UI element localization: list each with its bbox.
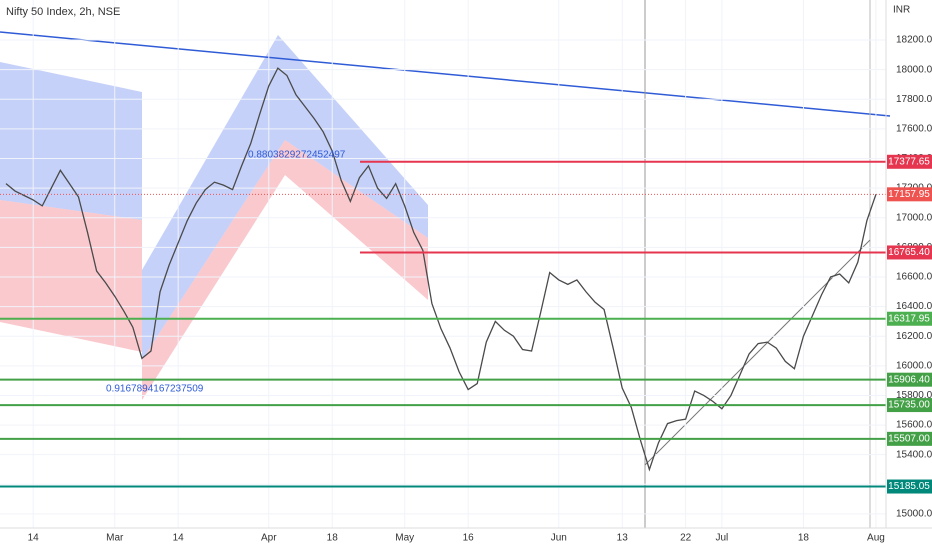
level-label: 15735.00 [888,400,930,411]
y-tick-label: 16400.00 [896,301,932,312]
level-label: 16765.40 [888,247,930,258]
x-tick-label: 18 [327,533,339,544]
level-label-box [887,154,932,169]
x-tick-label: 14 [28,533,40,544]
x-tick-label: Mar [106,533,124,544]
trend-channel [644,239,871,466]
x-tick-label: Apr [261,533,277,544]
y-tick-label: 17000.00 [896,212,932,223]
annotation: 0.9167894167237509 [106,384,204,395]
y-tick-label: 18200.00 [896,35,932,46]
level-label: 16317.95 [888,313,930,324]
annotation: 0.8803829272452497 [248,150,346,161]
y-tick-label: 17600.00 [896,123,932,134]
y-axis-label: INR [893,5,910,16]
x-tick-label: 18 [798,533,810,544]
x-tick-label: 13 [617,533,629,544]
level-label: 17157.95 [888,189,930,200]
level-label-box [887,479,932,494]
drawings [0,0,891,528]
channel-upper [0,62,142,220]
x-tick-label: 22 [680,533,692,544]
x-tick-label: Aug [867,533,885,544]
chart-title: Nifty 50 Index, 2h, NSE [6,6,120,18]
y-tick-label: 15000.00 [896,509,932,520]
y-tick-label: 16000.00 [896,360,932,371]
y-tick-label: 15600.00 [896,420,932,431]
level-label: 15507.00 [888,433,930,444]
level-label-box [887,311,932,326]
y-tick-label: 15400.00 [896,449,932,460]
level-label: 15906.40 [888,374,930,385]
level-label: 17377.65 [888,156,930,167]
level-label-box [887,245,932,260]
level-label-box [887,187,932,202]
y-tick-label: 16600.00 [896,272,932,283]
level-label-box [887,431,932,446]
y-tick-label: 17800.00 [896,94,932,105]
price-line [5,67,877,472]
x-tick-label: 14 [173,533,185,544]
channel-lower [142,140,428,400]
x-tick-label: May [395,533,414,544]
y-tick-label: 16200.00 [896,331,932,342]
plot [0,0,886,528]
level-label: 15185.05 [888,481,930,492]
trend-line [0,31,891,117]
x-tick-label: Jul [715,533,728,544]
channel-lower [0,200,142,352]
level-label-box [887,372,932,387]
x-tick-label: 16 [463,533,475,544]
y-tick-label: 18000.00 [896,64,932,75]
level-label-box [887,398,932,413]
y-tick-label: 15800.00 [896,390,932,401]
x-tick-label: Jun [551,533,567,544]
